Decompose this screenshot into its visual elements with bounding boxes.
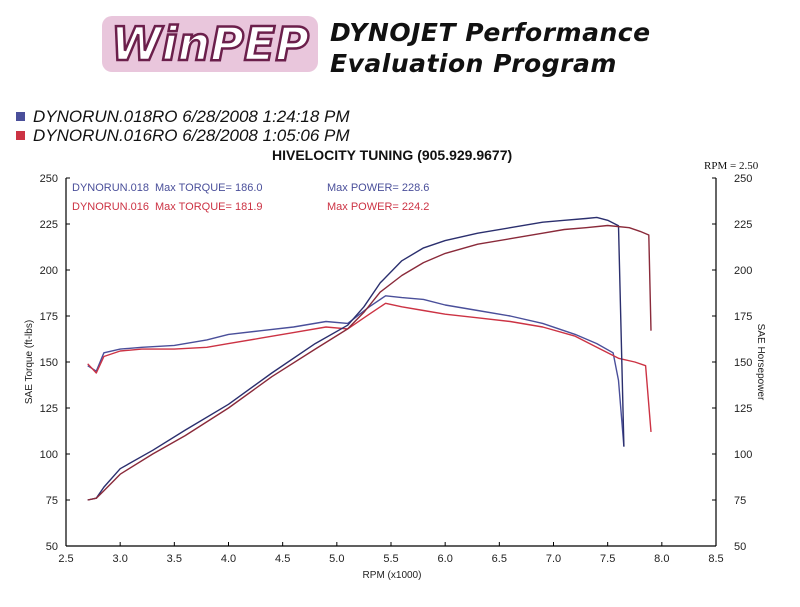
run-color-swatch	[16, 131, 25, 140]
run-label: DYNORUN.016RO 6/28/2008 1:05:06 PM	[33, 126, 350, 145]
x-tick-label: 7.0	[546, 553, 561, 565]
rpm-note: RPM = 2.50	[704, 160, 759, 172]
y-tick-left-label: 250	[40, 173, 58, 185]
x-tick-label: 4.5	[275, 553, 290, 565]
y-tick-right-label: 50	[734, 541, 746, 553]
logo-text: WinPEP	[111, 17, 309, 71]
y-tick-right-label: 200	[734, 265, 752, 277]
x-tick-label: 6.5	[492, 553, 507, 565]
series-line-dynorun-018-torque	[87, 295, 625, 447]
x-tick-label: 5.5	[383, 553, 398, 565]
x-tick-label: 8.0	[654, 553, 669, 565]
x-tick-label: 6.0	[438, 553, 453, 565]
program-title-line-1: DYNOJET Performance	[330, 18, 651, 47]
y-tick-right-label: 150	[734, 357, 752, 369]
legend-power-016: Max POWER= 224.2	[327, 201, 429, 213]
y-tick-right-label: 250	[734, 173, 752, 185]
legend-run-016: DYNORUN.016	[72, 201, 149, 213]
run-color-swatch	[16, 112, 25, 121]
x-tick-label: 3.0	[113, 553, 128, 565]
y-tick-left-label: 75	[46, 495, 58, 507]
y-tick-left-label: 50	[46, 541, 58, 553]
y-tick-right-label: 225	[734, 219, 752, 231]
x-axis-label: RPM (x1000)	[363, 570, 422, 581]
legend-torque-018: Max TORQUE= 186.0	[155, 182, 263, 194]
y-tick-left-label: 125	[40, 403, 58, 415]
run-entry-018: DYNORUN.018RO 6/28/2008 1:24:18 PM	[16, 107, 350, 127]
chart-title: HIVELOCITY TUNING (905.929.9677)	[272, 147, 513, 163]
program-title-line-2: Evaluation Program	[330, 49, 617, 78]
logo-background	[102, 16, 318, 72]
x-tick-label: 7.5	[600, 553, 615, 565]
y-tick-right-label: 100	[734, 449, 752, 461]
y-tick-left-label: 200	[40, 265, 58, 277]
series-line-dynorun-016-torque	[87, 302, 652, 432]
chart-axes: 50 50 75 75 100 100 125 125 150 150 175 175 200 200 22…	[40, 173, 753, 565]
series-line-dynorun-016-power	[87, 224, 652, 501]
x-tick-label: 3.5	[167, 553, 182, 565]
legend-run-018: DYNORUN.018	[72, 182, 149, 194]
y-axis-right-label: SAE Horsepower	[755, 324, 766, 401]
winpep-logo: WinPEP	[102, 16, 318, 72]
y-axis-left-label: SAE Torque (ft-lbs)	[24, 320, 35, 404]
y-tick-left-label: 225	[40, 219, 58, 231]
x-tick-label: 8.5	[708, 553, 723, 565]
legend-power-018: Max POWER= 228.6	[327, 182, 429, 194]
y-tick-left-label: 100	[40, 449, 58, 461]
x-tick-label: 2.5	[58, 553, 73, 565]
run-label: DYNORUN.018RO 6/28/2008 1:24:18 PM	[33, 107, 350, 126]
chart-legend: DYNORUN.018 Max TORQUE= 186.0 Max POWER=…	[72, 182, 429, 213]
y-tick-right-label: 175	[734, 311, 752, 323]
run-entry-016: DYNORUN.016RO 6/28/2008 1:05:06 PM	[16, 126, 350, 146]
x-tick-label: 4.0	[221, 553, 236, 565]
series-line-dynorun-018-power	[87, 216, 625, 501]
legend-torque-016: Max TORQUE= 181.9	[155, 201, 263, 213]
y-tick-right-label: 75	[734, 495, 746, 507]
x-tick-label: 5.0	[329, 553, 344, 565]
y-tick-right-label: 125	[734, 403, 752, 415]
chart-plot-area	[87, 216, 652, 501]
y-tick-left-label: 150	[40, 357, 58, 369]
y-tick-left-label: 175	[40, 311, 58, 323]
